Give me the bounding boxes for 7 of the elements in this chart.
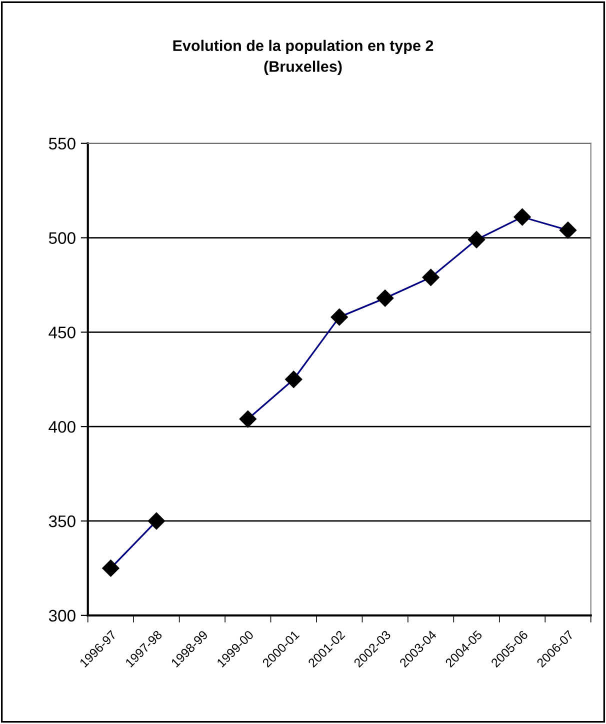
y-tick-label: 400 — [48, 420, 76, 433]
chart-title: Evolution de la population en type 2 (Bruxelles) — [173, 40, 434, 75]
y-tick-label: 550 — [48, 138, 76, 150]
y-tick-label: 300 — [48, 610, 76, 622]
y-tick-label: 350 — [48, 515, 76, 528]
y-tick-label: 500 — [48, 232, 76, 244]
y-tick-label: 450 — [48, 326, 76, 338]
